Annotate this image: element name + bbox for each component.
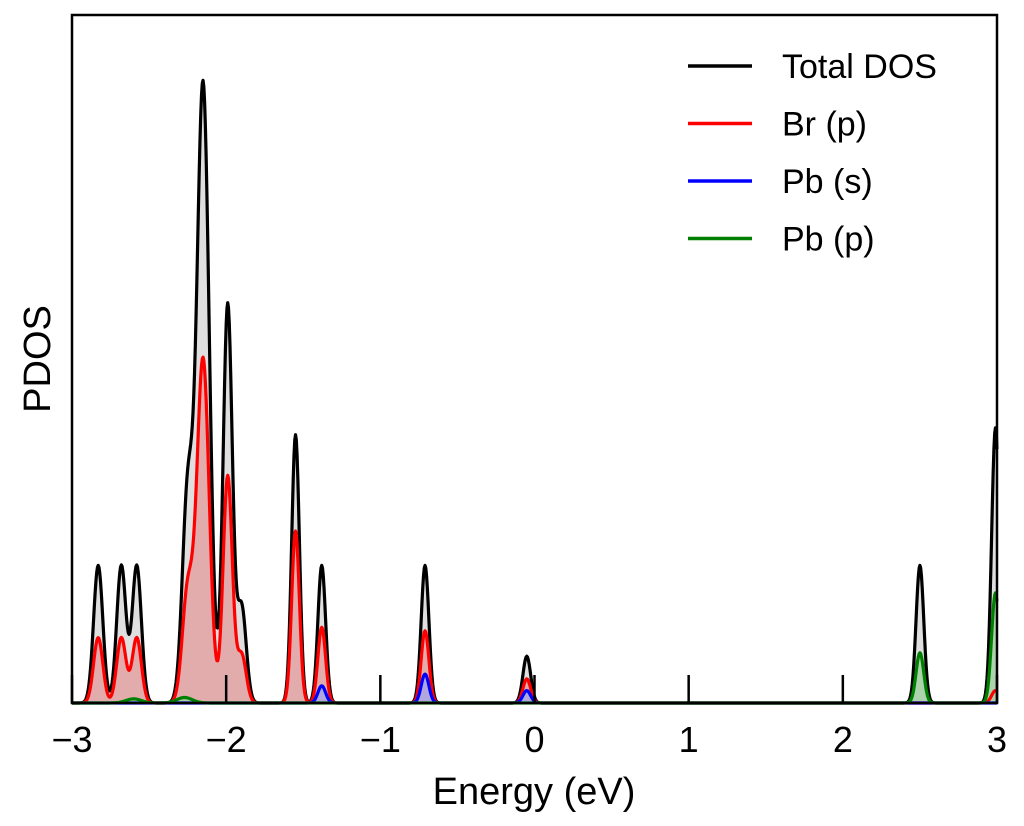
legend-label-total-dos: Total DOS	[782, 48, 937, 86]
x-tick-label: 1	[679, 719, 699, 760]
x-tick-label: 3	[987, 719, 1007, 760]
legend-label-br-p: Br (p)	[782, 106, 867, 144]
y-axis-label: PDOS	[17, 305, 59, 413]
legend-label-pb-s: Pb (s)	[782, 163, 873, 201]
plot-frame	[70, 13, 999, 705]
x-axis-label: Energy (eV)	[433, 771, 636, 813]
x-axis-ticks: −3 −2 −1 0 1 2 3	[51, 675, 1007, 760]
legend-label-pb-p: Pb (p)	[782, 221, 875, 259]
x-tick-label: −1	[360, 719, 401, 760]
x-tick-label: −3	[51, 719, 92, 760]
legend: Total DOS Br (p) Pb (s) Pb (p)	[688, 48, 937, 259]
x-tick-label: −2	[206, 719, 247, 760]
x-tick-label: 0	[524, 719, 544, 760]
x-tick-label: 2	[833, 719, 853, 760]
